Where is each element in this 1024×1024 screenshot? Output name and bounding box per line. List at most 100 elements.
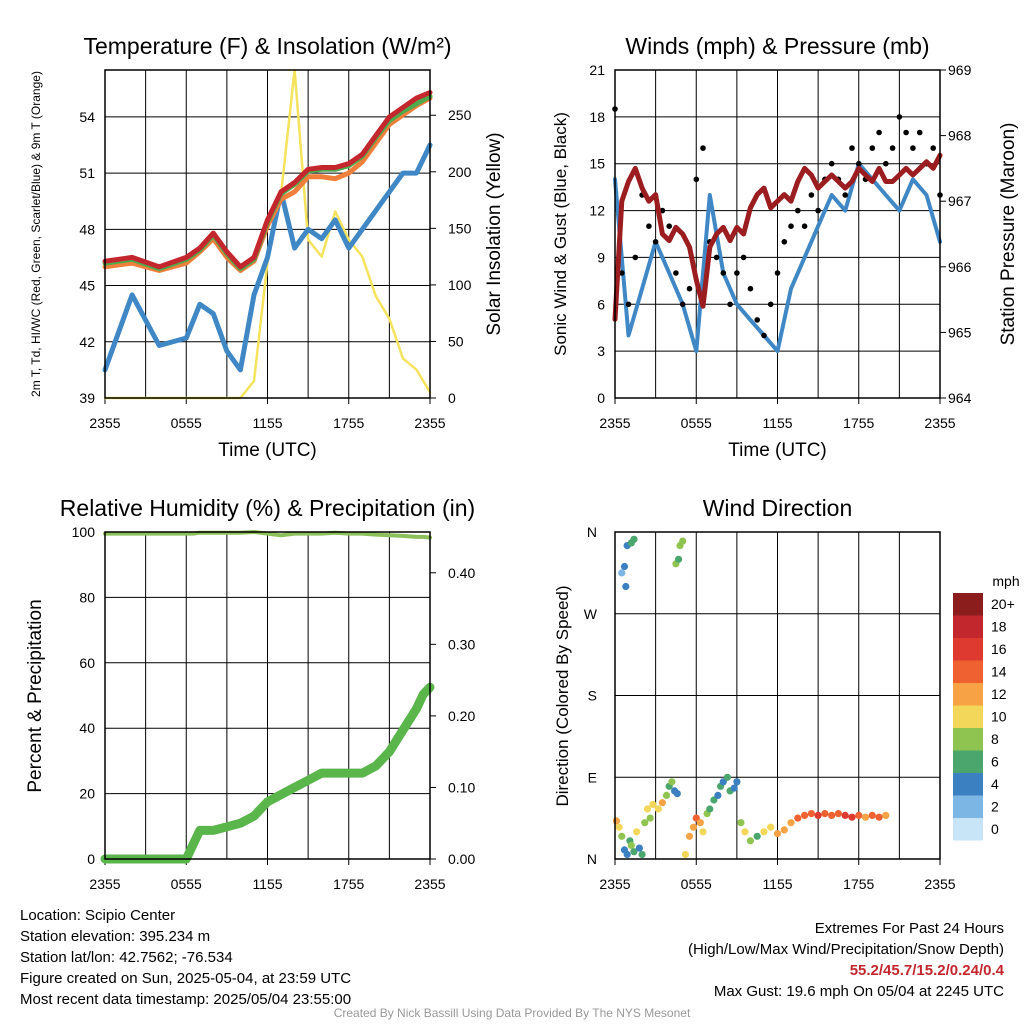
- legend-label: 18: [991, 619, 1007, 635]
- y2-tick-label: 250: [448, 107, 472, 123]
- y2-tick-label: 0.00: [448, 851, 475, 867]
- series-line-red: [102, 90, 433, 270]
- direction-point: [714, 791, 722, 800]
- direction-point: [622, 582, 630, 591]
- gust-point: [869, 145, 876, 151]
- x-tick-label: 2355: [89, 415, 120, 431]
- y-tick-label: 0: [87, 851, 95, 867]
- legend-label: 4: [991, 776, 999, 792]
- direction-point: [767, 823, 775, 831]
- legend-label: 6: [991, 754, 999, 770]
- y2-axis-label: Solar Insolation (Yellow): [484, 132, 505, 335]
- y2-tick-label: 0.10: [448, 779, 475, 795]
- direction-point: [630, 535, 638, 543]
- x-tick-label: 1155: [252, 415, 282, 431]
- legend-swatch: [953, 818, 983, 841]
- legend-label: 0: [991, 821, 999, 837]
- y2-axis-label: Station Pressure (Maroon): [998, 123, 1019, 346]
- direction-point: [760, 828, 768, 836]
- y-tick-label: 42: [79, 334, 95, 350]
- direction-point: [662, 791, 671, 800]
- gust-point: [700, 145, 706, 151]
- legend-swatch: [953, 638, 983, 661]
- direction-point: [848, 813, 856, 821]
- legend-swatch: [953, 795, 983, 818]
- y-tick-label: 12: [589, 203, 605, 219]
- direction-point: [855, 811, 863, 820]
- gust-point: [815, 207, 821, 214]
- x-axis-label: Time (UTC): [728, 440, 827, 461]
- y-tick-label: 6: [597, 296, 605, 312]
- gust-point: [910, 145, 916, 151]
- gust-point: [842, 192, 848, 198]
- direction-point: [828, 811, 836, 820]
- direction-point: [679, 537, 687, 545]
- direction-point: [646, 814, 654, 822]
- y-tick-label: 9: [597, 249, 605, 265]
- legend-label: 8: [991, 731, 999, 747]
- y-tick-label: N: [587, 524, 597, 540]
- direction-point: [696, 819, 704, 827]
- y2-tick-label: 150: [448, 220, 472, 236]
- legend-label: 12: [991, 686, 1007, 702]
- x-tick-label: 0555: [681, 415, 712, 431]
- wind-direction-panel: 2355 0555 1155 1755 2355 Wind Direction N E S W N D…: [553, 495, 1020, 892]
- y2-tick-label: 966: [948, 259, 972, 275]
- panel-title: Relative Humidity (%) & Precipitation (i…: [60, 495, 475, 521]
- panel-title: Temperature (F) & Insolation (W/m²): [83, 33, 451, 59]
- x-tick-label: 2355: [414, 415, 445, 431]
- direction-point: [868, 811, 876, 820]
- legend-label: 14: [991, 664, 1007, 680]
- gust-point: [889, 145, 896, 151]
- direction-point: [654, 805, 662, 813]
- gust-point: [828, 160, 835, 167]
- y2-tick-label: 967: [948, 193, 972, 209]
- x-tick-label: 1755: [843, 876, 874, 892]
- gust-point: [849, 145, 855, 151]
- x-tick-label: 2355: [924, 876, 955, 892]
- gust-point: [686, 285, 693, 292]
- gust-point: [740, 254, 747, 261]
- y-axis-label: Sonic Wind & Gust (Blue, Black): [551, 112, 570, 356]
- gust-point: [916, 129, 923, 136]
- direction-point: [753, 832, 761, 840]
- direction-point: [620, 562, 629, 571]
- gust-point: [876, 129, 882, 136]
- direction-point: [689, 823, 698, 831]
- y2-tick-label: 200: [448, 164, 472, 180]
- x-tick-label: 2355: [599, 415, 630, 431]
- created-text: Figure created on Sun, 2025-05-04, at 23…: [20, 970, 352, 987]
- y-tick-label: 39: [79, 390, 95, 406]
- x-tick-label: 1155: [762, 415, 792, 431]
- y-tick-label: E: [588, 769, 597, 785]
- wind-speed-line: [613, 161, 942, 354]
- gust-point: [666, 223, 672, 229]
- winds-panel: 2355 0555 1155 1755 2355 Winds (mph) & Pressu…: [551, 33, 1019, 461]
- y2-tick-label: 0: [448, 390, 456, 406]
- gust-point: [632, 254, 639, 261]
- precip-line: [100, 682, 435, 864]
- x-tick-label: 0555: [171, 876, 202, 892]
- gust-point: [774, 270, 781, 276]
- gust-point: [781, 239, 788, 245]
- legend-swatch: [953, 728, 983, 751]
- gust-point: [761, 332, 767, 339]
- gust-point: [652, 239, 659, 245]
- credit-text: Created By Nick Bassill Using Data Provi…: [333, 1006, 691, 1020]
- gust-point: [903, 129, 909, 136]
- y-axis-label: Direction (Colored By Speed): [553, 585, 572, 806]
- direction-point: [699, 828, 707, 836]
- x-tick-label: 0555: [171, 415, 202, 431]
- direction-point: [643, 805, 652, 813]
- extremes-info: Extremes For Past 24 Hours (High/Low/Max…: [688, 918, 1004, 1002]
- direction-point: [787, 819, 795, 827]
- y-tick-label: 21: [589, 62, 605, 78]
- direction-point: [618, 569, 626, 577]
- direction-point: [882, 811, 890, 820]
- direction-point: [675, 555, 683, 563]
- y-tick-label: N: [587, 851, 597, 867]
- x-tick-label: 2355: [599, 876, 630, 892]
- direction-point: [627, 841, 635, 850]
- y-tick-label: S: [588, 688, 597, 704]
- direction-point: [673, 790, 681, 798]
